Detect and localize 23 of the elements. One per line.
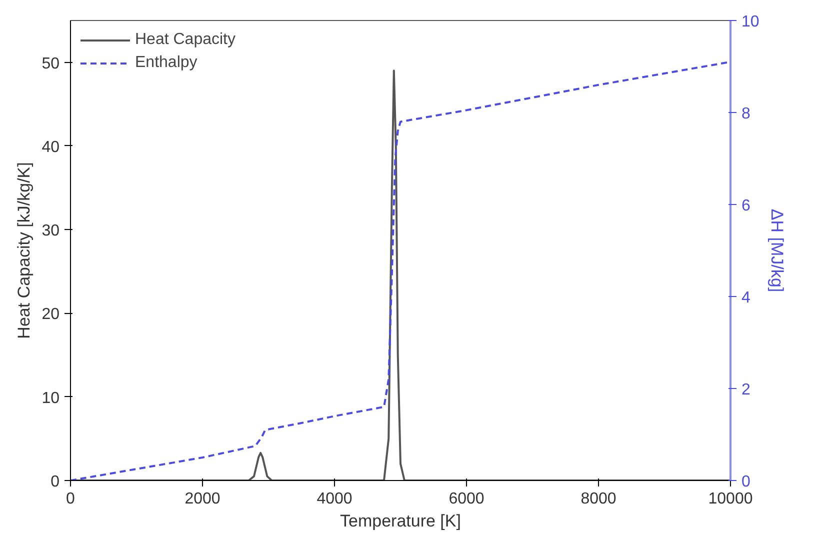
x-tick-label: 4000 — [316, 490, 352, 508]
y2-tick-label: 4 — [742, 290, 750, 306]
y-tick-label: 50 — [42, 55, 60, 72]
y-axis-title: Heat Capacity [kJ/kg/K] — [14, 162, 34, 339]
legend-label: Enthalpy — [135, 54, 198, 72]
y2-tick-label: 10 — [742, 14, 760, 30]
x-tick-label: 6000 — [448, 490, 484, 508]
y-tick-label: 30 — [42, 222, 60, 240]
x-tick-label: 8000 — [580, 490, 616, 508]
y-tick-label: 40 — [42, 138, 60, 156]
y2-tick-label: 2 — [742, 382, 750, 398]
y2-axis-title: ΔH [MJ/kg] — [767, 208, 786, 292]
y2-tick-label: 0 — [742, 474, 750, 490]
x-axis-title: Temperature [K] — [340, 512, 461, 530]
y-tick-label: 20 — [42, 306, 60, 324]
y-tick-label: 0 — [50, 474, 60, 490]
y-tick-label: 10 — [42, 390, 60, 407]
x-tick-label: 10000 — [708, 490, 753, 508]
y2-tick-label: 6 — [742, 198, 750, 214]
x-tick-label: 0 — [66, 490, 76, 508]
legend-label: Heat Capacity — [135, 31, 236, 49]
y2-tick-label: 8 — [742, 106, 750, 122]
x-tick-label: 2000 — [184, 490, 220, 508]
